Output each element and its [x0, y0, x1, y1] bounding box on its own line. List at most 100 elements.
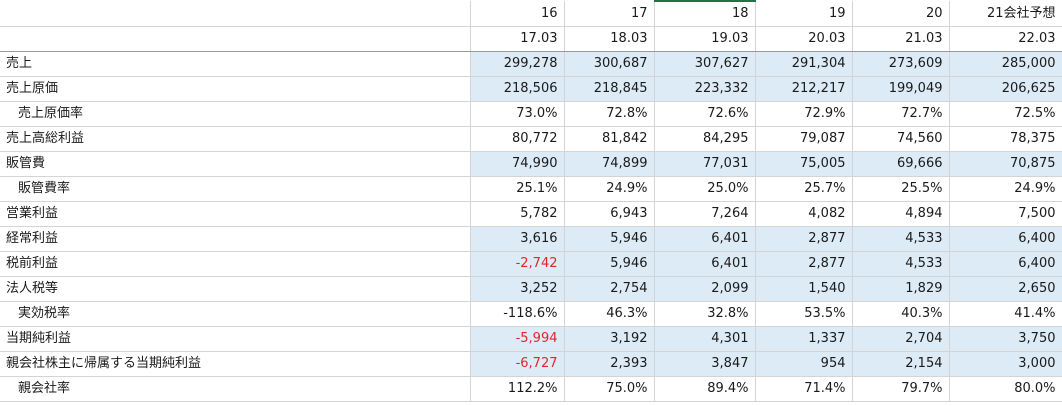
- value-cell[interactable]: 4,301: [654, 326, 756, 352]
- period-cell[interactable]: 22.03: [949, 26, 1062, 52]
- year-cell[interactable]: 18: [654, 0, 756, 27]
- value-cell[interactable]: 24.9%: [949, 176, 1062, 202]
- value-cell[interactable]: 6,401: [654, 251, 756, 277]
- value-cell[interactable]: 72.9%: [755, 101, 853, 127]
- value-cell[interactable]: 3,252: [470, 276, 565, 302]
- row-label-cell[interactable]: 税前利益: [0, 251, 471, 277]
- value-cell[interactable]: 75,005: [755, 151, 853, 177]
- value-cell[interactable]: 75.0%: [564, 376, 655, 402]
- row-label-cell[interactable]: 当期純利益: [0, 326, 471, 352]
- value-cell[interactable]: 6,401: [654, 226, 756, 252]
- header-corner-cell[interactable]: [0, 26, 471, 52]
- value-cell[interactable]: 46.3%: [564, 301, 655, 327]
- value-cell[interactable]: 3,616: [470, 226, 565, 252]
- value-cell[interactable]: 74,990: [470, 151, 565, 177]
- value-cell[interactable]: 81,842: [564, 126, 655, 152]
- value-cell[interactable]: 2,393: [564, 351, 655, 377]
- value-cell[interactable]: 25.7%: [755, 176, 853, 202]
- value-cell[interactable]: 24.9%: [564, 176, 655, 202]
- value-cell[interactable]: 2,877: [755, 251, 853, 277]
- value-cell[interactable]: -118.6%: [470, 301, 565, 327]
- value-cell[interactable]: 4,082: [755, 201, 853, 227]
- value-cell[interactable]: 3,000: [949, 351, 1062, 377]
- year-cell[interactable]: 19: [755, 1, 853, 27]
- value-cell[interactable]: -5,994: [470, 326, 565, 352]
- value-cell[interactable]: 223,332: [654, 76, 756, 102]
- value-cell[interactable]: 307,627: [654, 51, 756, 77]
- value-cell[interactable]: 6,400: [949, 226, 1062, 252]
- row-label-cell[interactable]: 売上原価: [0, 76, 471, 102]
- value-cell[interactable]: 4,894: [852, 201, 950, 227]
- value-cell[interactable]: 3,192: [564, 326, 655, 352]
- value-cell[interactable]: 291,304: [755, 51, 853, 77]
- value-cell[interactable]: 53.5%: [755, 301, 853, 327]
- value-cell[interactable]: -6,727: [470, 351, 565, 377]
- value-cell[interactable]: 80,772: [470, 126, 565, 152]
- row-label-cell[interactable]: 販管費率: [0, 176, 471, 202]
- value-cell[interactable]: 41.4%: [949, 301, 1062, 327]
- period-cell[interactable]: 21.03: [852, 26, 950, 52]
- value-cell[interactable]: -2,742: [470, 251, 565, 277]
- year-cell[interactable]: 17: [564, 1, 655, 27]
- value-cell[interactable]: 954: [755, 351, 853, 377]
- value-cell[interactable]: 72.7%: [852, 101, 950, 127]
- row-label-cell[interactable]: 売上原価率: [0, 101, 471, 127]
- value-cell[interactable]: 73.0%: [470, 101, 565, 127]
- value-cell[interactable]: 112.2%: [470, 376, 565, 402]
- value-cell[interactable]: 5,946: [564, 251, 655, 277]
- value-cell[interactable]: 80.0%: [949, 376, 1062, 402]
- value-cell[interactable]: 212,217: [755, 76, 853, 102]
- value-cell[interactable]: 6,400: [949, 251, 1062, 277]
- value-cell[interactable]: 2,704: [852, 326, 950, 352]
- value-cell[interactable]: 1,337: [755, 326, 853, 352]
- value-cell[interactable]: 273,609: [852, 51, 950, 77]
- value-cell[interactable]: 25.5%: [852, 176, 950, 202]
- value-cell[interactable]: 6,943: [564, 201, 655, 227]
- value-cell[interactable]: 72.8%: [564, 101, 655, 127]
- year-cell[interactable]: 16: [470, 1, 565, 27]
- value-cell[interactable]: 2,099: [654, 276, 756, 302]
- value-cell[interactable]: 78,375: [949, 126, 1062, 152]
- value-cell[interactable]: 72.5%: [949, 101, 1062, 127]
- value-cell[interactable]: 2,877: [755, 226, 853, 252]
- value-cell[interactable]: 218,506: [470, 76, 565, 102]
- value-cell[interactable]: 5,946: [564, 226, 655, 252]
- value-cell[interactable]: 77,031: [654, 151, 756, 177]
- row-label-cell[interactable]: 親会社株主に帰属する当期純利益: [0, 351, 471, 377]
- value-cell[interactable]: 4,533: [852, 251, 950, 277]
- value-cell[interactable]: 2,754: [564, 276, 655, 302]
- value-cell[interactable]: 1,829: [852, 276, 950, 302]
- value-cell[interactable]: 7,264: [654, 201, 756, 227]
- value-cell[interactable]: 285,000: [949, 51, 1062, 77]
- value-cell[interactable]: 79.7%: [852, 376, 950, 402]
- period-cell[interactable]: 17.03: [470, 26, 565, 52]
- value-cell[interactable]: 71.4%: [755, 376, 853, 402]
- value-cell[interactable]: 4,533: [852, 226, 950, 252]
- year-cell[interactable]: 21会社予想: [949, 1, 1062, 27]
- value-cell[interactable]: 70,875: [949, 151, 1062, 177]
- value-cell[interactable]: 206,625: [949, 76, 1062, 102]
- value-cell[interactable]: 69,666: [852, 151, 950, 177]
- value-cell[interactable]: 25.1%: [470, 176, 565, 202]
- value-cell[interactable]: 3,847: [654, 351, 756, 377]
- value-cell[interactable]: 218,845: [564, 76, 655, 102]
- value-cell[interactable]: 7,500: [949, 201, 1062, 227]
- row-label-cell[interactable]: 親会社率: [0, 376, 471, 402]
- value-cell[interactable]: 79,087: [755, 126, 853, 152]
- row-label-cell[interactable]: 経常利益: [0, 226, 471, 252]
- period-cell[interactable]: 20.03: [755, 26, 853, 52]
- value-cell[interactable]: 74,560: [852, 126, 950, 152]
- row-label-cell[interactable]: 営業利益: [0, 201, 471, 227]
- value-cell[interactable]: 40.3%: [852, 301, 950, 327]
- value-cell[interactable]: 72.6%: [654, 101, 756, 127]
- value-cell[interactable]: 25.0%: [654, 176, 756, 202]
- value-cell[interactable]: 32.8%: [654, 301, 756, 327]
- value-cell[interactable]: 89.4%: [654, 376, 756, 402]
- period-cell[interactable]: 18.03: [564, 26, 655, 52]
- row-label-cell[interactable]: 実効税率: [0, 301, 471, 327]
- row-label-cell[interactable]: 法人税等: [0, 276, 471, 302]
- value-cell[interactable]: 3,750: [949, 326, 1062, 352]
- value-cell[interactable]: 300,687: [564, 51, 655, 77]
- value-cell[interactable]: 2,650: [949, 276, 1062, 302]
- period-cell[interactable]: 19.03: [654, 26, 756, 52]
